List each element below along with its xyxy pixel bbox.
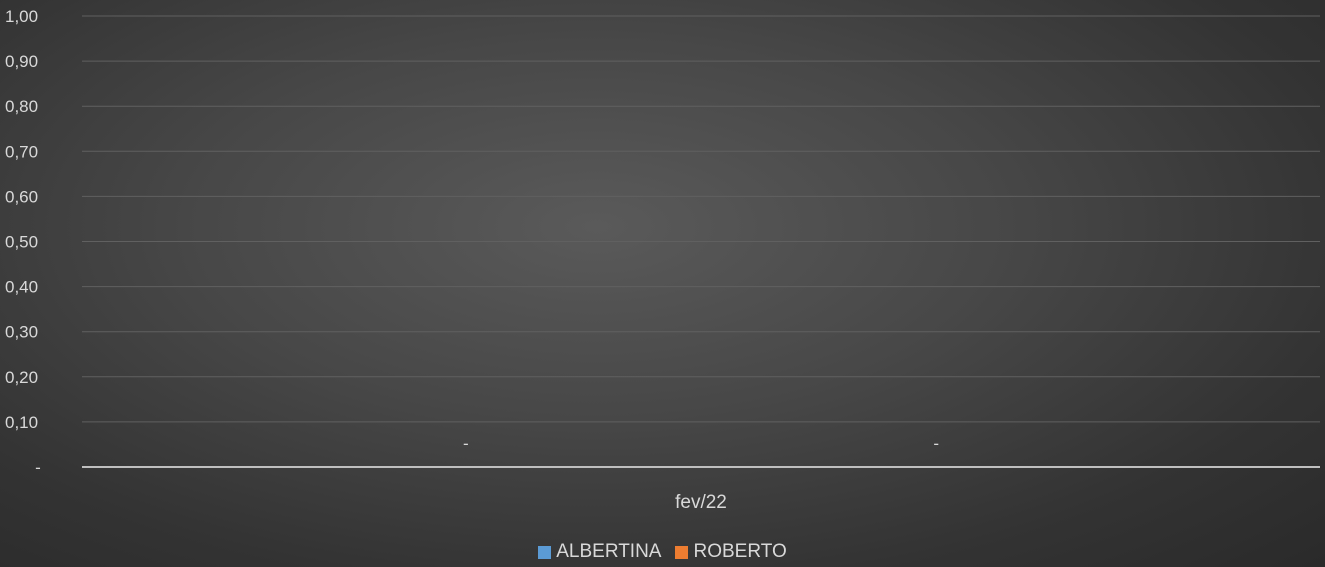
legend-item-roberto: ROBERTO (675, 541, 787, 563)
data-label: - (463, 434, 469, 453)
legend-swatch-roberto (675, 545, 689, 559)
legend-label-albertina: ALBERTINA (556, 541, 662, 562)
y-tick-label: 0,80 (5, 97, 38, 116)
y-tick-label: 0,50 (5, 233, 38, 252)
chart-plot: - 0,10 0,20 0,30 0,40 0,50 0,60 0,70 0,80 0,90 1,0… (5, 7, 1320, 513)
y-tick-label: 0,10 (5, 413, 38, 432)
y-tick-label: 0,90 (5, 52, 38, 71)
y-tick-label: 1,00 (5, 7, 38, 26)
y-tick-label: 0,30 (5, 323, 38, 342)
x-tick-label: fev/22 (675, 492, 727, 513)
y-tick-label: 0,60 (5, 187, 38, 206)
legend-label-roberto: ROBERTO (693, 541, 787, 562)
legend: ALBERTINA ROBERTO (0, 541, 1325, 563)
y-tick-label: 0,70 (5, 142, 38, 161)
legend-item-albertina: ALBERTINA (538, 541, 661, 563)
y-tick-label: 0,40 (5, 278, 38, 297)
legend-swatch-albertina (538, 545, 552, 559)
y-tick-label: 0,20 (5, 368, 38, 387)
y-tick-label: - (35, 458, 41, 477)
data-label: - (933, 434, 939, 453)
